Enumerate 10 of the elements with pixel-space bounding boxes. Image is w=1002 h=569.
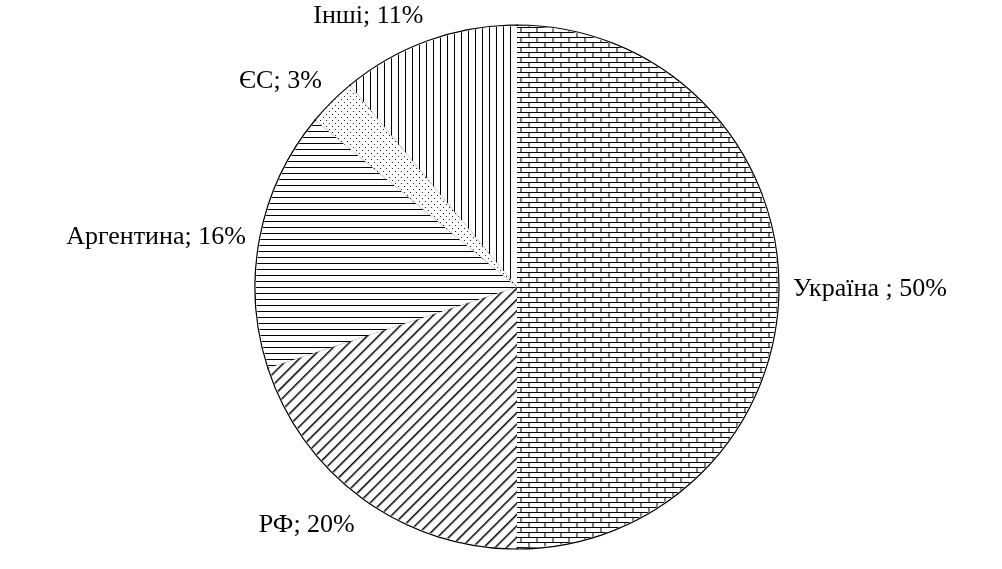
data-label: ; 16%: [184, 221, 246, 251]
data-label: ; 11%: [363, 0, 424, 30]
slice-label: Інші: [313, 0, 364, 30]
data-label: ; 50%: [885, 273, 947, 302]
slice-label: РФ: [258, 509, 294, 539]
slice-label: Україна: [793, 273, 886, 302]
data-label: ; 3%: [273, 64, 322, 94]
slice-label: Аргентина: [66, 221, 185, 251]
data-label: ; 20%: [293, 509, 355, 539]
slice-label: ЄС: [238, 64, 274, 94]
